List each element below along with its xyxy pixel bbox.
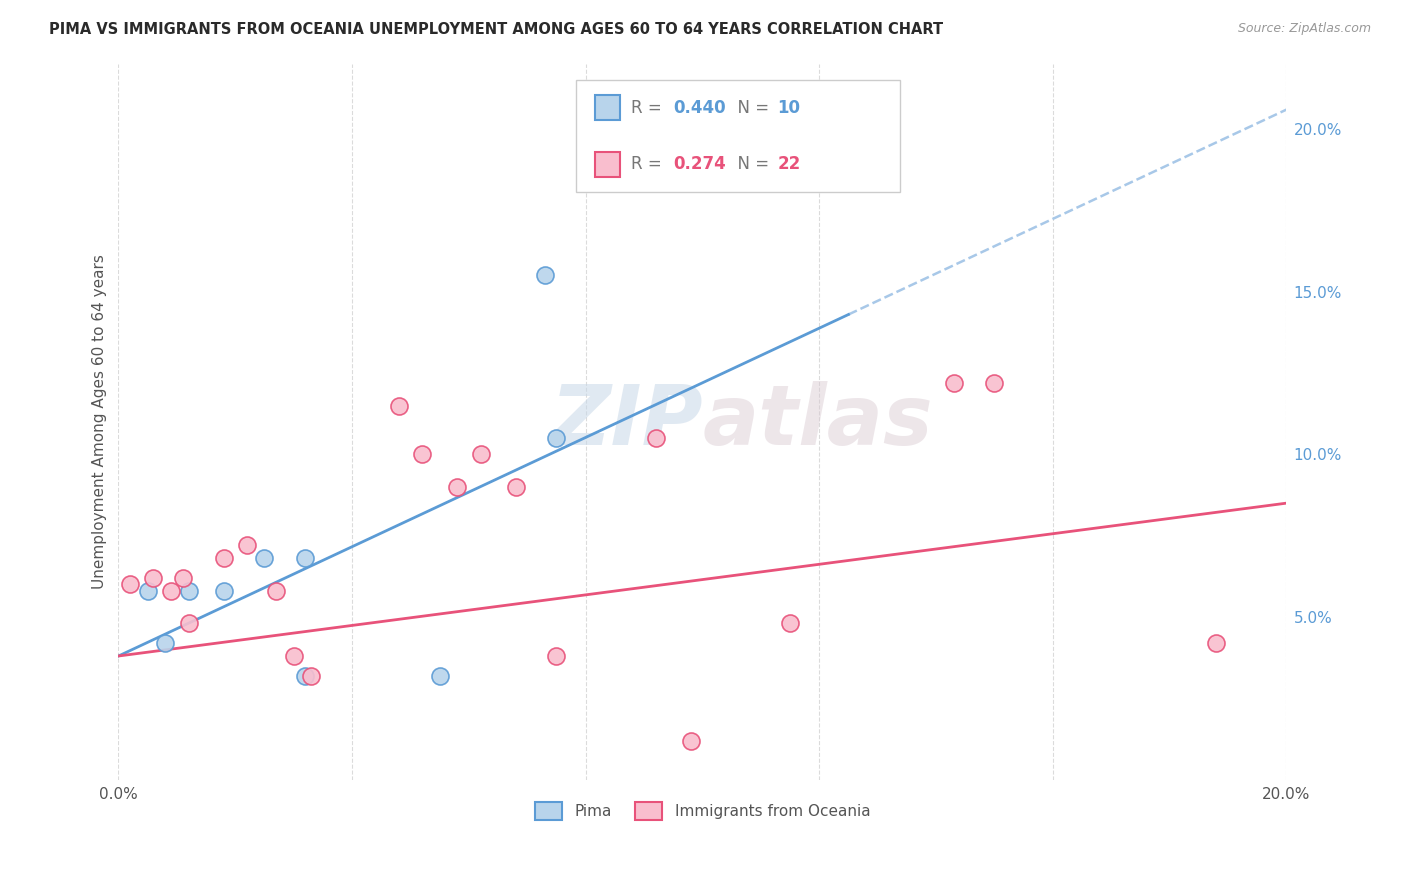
Point	[294, 668, 316, 682]
Y-axis label: Unemployment Among Ages 60 to 64 years: Unemployment Among Ages 60 to 64 years	[93, 254, 107, 590]
Point	[172, 571, 194, 585]
Text: 0.274: 0.274	[673, 155, 727, 173]
Legend: Pima, Immigrants from Oceania: Pima, Immigrants from Oceania	[529, 796, 876, 826]
Point	[264, 584, 287, 599]
Point	[212, 584, 235, 599]
Point	[546, 431, 568, 445]
Text: N =: N =	[727, 155, 775, 173]
Text: atlas: atlas	[703, 382, 934, 462]
Text: Source: ZipAtlas.com: Source: ZipAtlas.com	[1237, 22, 1371, 36]
Text: 22: 22	[778, 155, 801, 173]
Point	[983, 376, 1005, 390]
Point	[1205, 636, 1227, 650]
Point	[177, 616, 200, 631]
Text: 0.440: 0.440	[673, 99, 725, 117]
Point	[253, 551, 276, 566]
Point	[283, 648, 305, 663]
Text: N =: N =	[727, 99, 775, 117]
Point	[142, 571, 165, 585]
Point	[505, 480, 527, 494]
Point	[470, 447, 492, 461]
Text: R =: R =	[631, 155, 668, 173]
Point	[153, 636, 176, 650]
Point	[299, 668, 322, 682]
Point	[294, 551, 316, 566]
Point	[136, 584, 159, 599]
Point	[120, 577, 142, 591]
Point	[942, 376, 965, 390]
Text: 10: 10	[778, 99, 800, 117]
Point	[236, 538, 259, 552]
Point	[212, 551, 235, 566]
Point	[679, 733, 702, 747]
Point	[546, 648, 568, 663]
Point	[411, 447, 433, 461]
Point	[177, 584, 200, 599]
Text: PIMA VS IMMIGRANTS FROM OCEANIA UNEMPLOYMENT AMONG AGES 60 TO 64 YEARS CORRELATI: PIMA VS IMMIGRANTS FROM OCEANIA UNEMPLOY…	[49, 22, 943, 37]
Point	[644, 431, 666, 445]
Point	[446, 480, 468, 494]
Text: ZIP: ZIP	[550, 382, 703, 462]
Point	[779, 616, 801, 631]
Text: R =: R =	[631, 99, 668, 117]
Point	[388, 399, 411, 413]
Point	[160, 584, 183, 599]
Point	[429, 668, 451, 682]
Point	[533, 268, 555, 283]
